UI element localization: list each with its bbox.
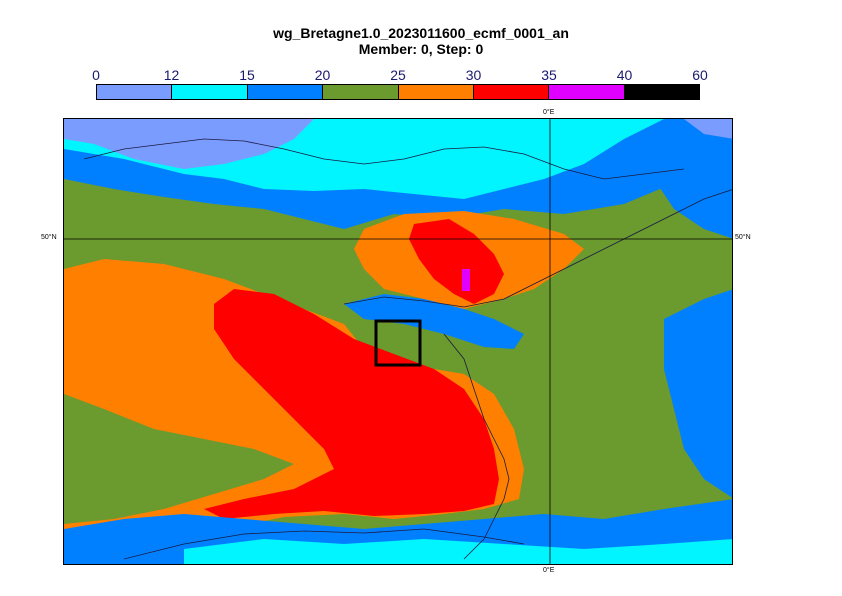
region-blue-northeast <box>654 119 732 239</box>
domain-box <box>374 319 422 367</box>
lon-label-top: 0°E <box>543 109 555 116</box>
region-green-southwest <box>64 394 294 524</box>
colorbar-tick-label: 0 <box>92 67 100 83</box>
region-lightblue-north <box>64 119 314 169</box>
colorbar-tick-label: 25 <box>390 67 406 83</box>
region-red-upper <box>409 219 504 304</box>
lon-label-bottom: 0°E <box>543 567 555 574</box>
lat-label-left: 50°N <box>41 234 57 241</box>
colorbar-segment <box>97 85 173 99</box>
colorbar-tick-label: 20 <box>314 67 331 83</box>
colorbar <box>96 84 700 100</box>
coastline-england <box>83 138 685 180</box>
region-cyan-south <box>184 539 732 564</box>
coastline-france-north <box>343 189 732 308</box>
colorbar-tick-label: 30 <box>465 67 482 83</box>
region-red-main <box>204 289 499 519</box>
colorbar-segment <box>398 85 474 99</box>
colorbar-segment <box>473 85 550 99</box>
map-panel <box>63 118 733 565</box>
region-lightblue-northeast <box>684 119 732 139</box>
colorbar-segment <box>247 85 324 99</box>
colorbar-tick-label: 35 <box>541 67 557 83</box>
region-blue-estuary <box>344 294 524 349</box>
colorbar-segment <box>549 85 625 99</box>
lat-label-right: 50°N <box>735 234 751 241</box>
colorbar-tick-label: 40 <box>616 67 633 83</box>
region-blue-east <box>664 289 732 498</box>
colorbar-segment <box>172 85 248 99</box>
map-subtitle: Member: 0, Step: 0 <box>358 41 484 57</box>
coastline-spain <box>123 528 525 560</box>
colorbar-tick-label: 15 <box>239 67 255 83</box>
colorbar-segment <box>323 85 399 99</box>
region-magenta-upper <box>462 269 470 291</box>
colorbar-tick-label: 60 <box>692 67 708 83</box>
colorbar-segment <box>624 85 699 99</box>
coastline-france-west <box>443 333 510 560</box>
map-canvas <box>64 119 732 564</box>
colorbar-tick-label: 12 <box>163 67 180 83</box>
map-title: wg_Bretagne1.0_2023011600_ecmf_0001_an <box>273 25 569 41</box>
